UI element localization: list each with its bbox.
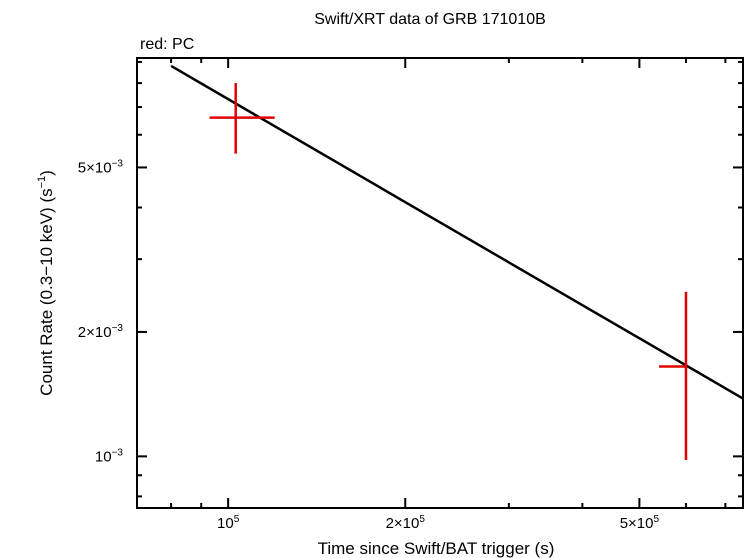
model-fit-line — [170, 64, 744, 400]
plot-frame — [136, 57, 744, 509]
x-tick-label-base: 2×10 — [386, 515, 420, 532]
y-tick-label-base: 2×10 — [78, 324, 112, 341]
y-tick-label-exponent: −3 — [112, 323, 124, 334]
y-tick-label-exponent: −3 — [112, 447, 124, 458]
x-tick-label: 105 — [217, 514, 240, 532]
y-tick-label: 10−3 — [95, 447, 124, 465]
y-tick-label: 5×10−3 — [78, 158, 124, 176]
legend-label: red: PC — [140, 36, 194, 53]
data-points-group — [209, 83, 688, 460]
y-axis-label-exponent: −1 — [36, 176, 48, 189]
axis-ticks — [136, 58, 743, 508]
x-tick-label: 5×105 — [620, 514, 660, 532]
y-tick-label-base: 5×10 — [78, 159, 112, 176]
x-tick-label-base: 5×10 — [620, 515, 654, 532]
y-axis-label-main: Count Rate (0.3−10 keV) (s — [37, 188, 56, 395]
x-tick-label-exponent: 5 — [654, 514, 660, 525]
y-tick-label-exponent: −3 — [112, 158, 124, 169]
y-axis-label-close: ) — [37, 170, 56, 176]
y-axis-label: Count Rate (0.3−10 keV) (s−1) — [36, 170, 56, 396]
x-tick-label-exponent: 5 — [419, 514, 425, 525]
data-point — [209, 83, 275, 154]
data-point — [659, 291, 688, 460]
x-tick-label-exponent: 5 — [234, 514, 240, 525]
x-axis-label: Time since Swift/BAT trigger (s) — [318, 539, 555, 558]
y-tick-label-base: 10 — [95, 448, 112, 465]
chart-title: Swift/XRT data of GRB 171010B — [314, 11, 546, 28]
y-tick-label: 2×10−3 — [78, 323, 124, 341]
x-tick-label-base: 10 — [217, 515, 234, 532]
model-line-group — [170, 64, 744, 400]
x-tick-label: 2×105 — [386, 514, 426, 532]
